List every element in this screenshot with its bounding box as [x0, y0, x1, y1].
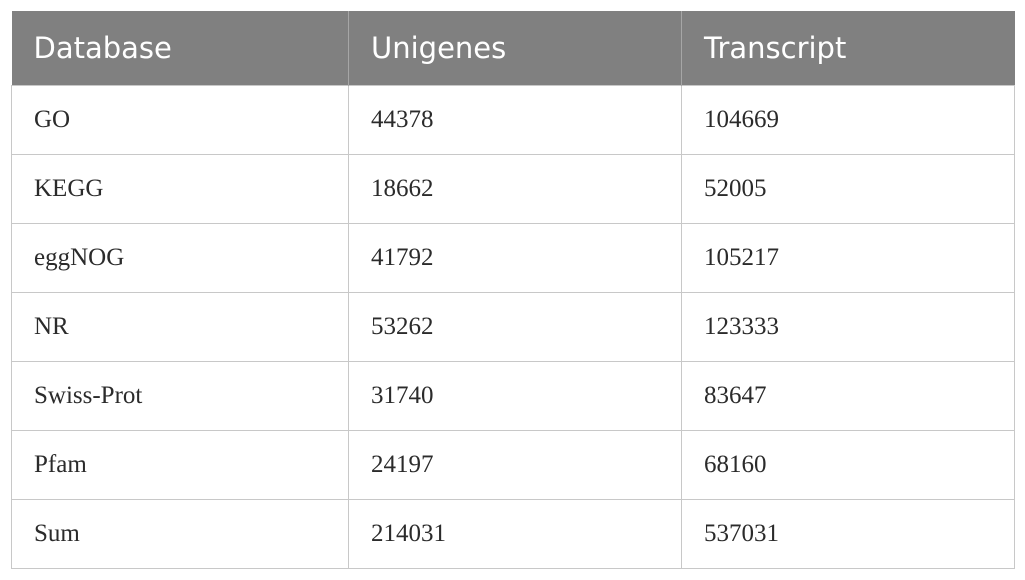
count-cell: 537031	[681, 498, 1015, 569]
count-cell: 18662	[348, 153, 682, 224]
header-row: Database Unigenes Transcript	[11, 11, 1015, 85]
count-cell: 104669	[681, 84, 1015, 155]
table-row: GO 44378 104669	[11, 84, 1015, 155]
table-row: Sum 214031 537031	[11, 498, 1015, 569]
table-row: eggNOG 41792 105217	[11, 222, 1015, 293]
database-cell: eggNOG	[11, 222, 349, 293]
count-cell: 123333	[681, 291, 1015, 362]
table-header: Database Unigenes Transcript	[11, 11, 1015, 85]
database-cell: NR	[11, 291, 349, 362]
table-body: GO 44378 104669 KEGG 18662 52005 eggNOG 41792 10…	[11, 84, 1015, 569]
annotation-table: Database Unigenes Transcript GO 44378 1046…	[11, 11, 1015, 569]
count-cell: 83647	[681, 360, 1015, 431]
header-cell: Unigenes	[348, 11, 682, 85]
count-cell: 44378	[348, 84, 682, 155]
count-cell: 105217	[681, 222, 1015, 293]
header-cell: Transcript	[681, 11, 1015, 85]
database-cell: Sum	[11, 498, 349, 569]
database-cell: Swiss-Prot	[11, 360, 349, 431]
database-cell: GO	[11, 84, 349, 155]
table-row: KEGG 18662 52005	[11, 153, 1015, 224]
database-cell: Pfam	[11, 429, 349, 500]
table-row: Swiss-Prot 31740 83647	[11, 360, 1015, 431]
count-cell: 41792	[348, 222, 682, 293]
count-cell: 31740	[348, 360, 682, 431]
header-cell: Database	[11, 11, 349, 85]
count-cell: 214031	[348, 498, 682, 569]
table-row: NR 53262 123333	[11, 291, 1015, 362]
count-cell: 24197	[348, 429, 682, 500]
count-cell: 53262	[348, 291, 682, 362]
count-cell: 68160	[681, 429, 1015, 500]
table-row: Pfam 24197 68160	[11, 429, 1015, 500]
database-cell: KEGG	[11, 153, 349, 224]
count-cell: 52005	[681, 153, 1015, 224]
